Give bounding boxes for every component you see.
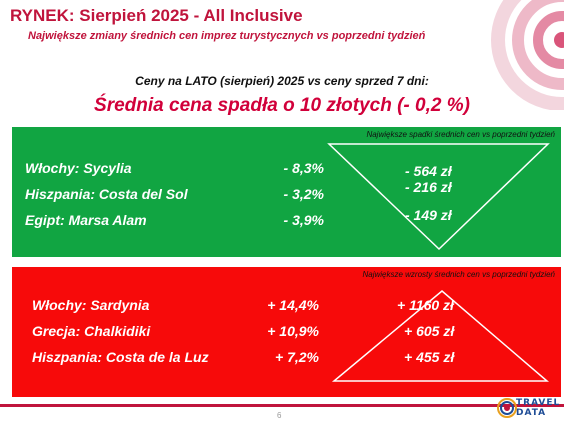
average-change-headline: Średnia cena spadła o 10 złotych (- 0,2 … bbox=[94, 95, 470, 116]
table-row: Hiszpania: Costa de la Luz + 7,2% + 455 … bbox=[12, 349, 561, 369]
destination-label: Włochy: Sardynia bbox=[32, 297, 150, 313]
logo-swirl-icon bbox=[497, 398, 517, 418]
decreases-panel: Największe spadki średnich cen vs poprze… bbox=[12, 127, 561, 257]
amount-change: - 564 zł bbox=[405, 163, 452, 179]
amount-change: - 149 zł bbox=[405, 207, 452, 223]
table-row: Egipt: Marsa Alam - 3,9% - 149 zł bbox=[12, 207, 561, 232]
amount-change: + 605 zł bbox=[404, 323, 455, 339]
table-row: Włochy: Sycylia - 8,3% - 564 zł bbox=[12, 160, 561, 180]
percent-change: + 14,4% bbox=[267, 297, 319, 313]
percent-change: - 3,9% bbox=[283, 212, 324, 228]
increases-note: Największe wzrosty średnich cen vs poprz… bbox=[362, 270, 555, 279]
table-row: Włochy: Sardynia + 14,4% + 1160 zł bbox=[12, 297, 561, 317]
up-triangle-shape bbox=[331, 290, 550, 382]
table-row: Grecja: Chalkidiki + 10,9% + 605 zł bbox=[12, 323, 561, 343]
table-row: Hiszpania: Costa del Sol - 3,2% - 216 zł bbox=[12, 179, 561, 206]
percent-change: - 8,3% bbox=[283, 160, 324, 176]
amount-change: + 1160 zł bbox=[397, 297, 454, 313]
percent-change: - 3,2% bbox=[283, 186, 324, 202]
destination-label: Hiszpania: Costa de la Luz bbox=[32, 349, 209, 365]
page-subtitle: Największe zmiany średnich cen imprez tu… bbox=[28, 30, 426, 42]
travel-data-logo: TRAVEL DATA bbox=[496, 394, 562, 422]
destination-label: Egipt: Marsa Alam bbox=[25, 212, 147, 228]
destination-label: Hiszpania: Costa del Sol bbox=[25, 186, 188, 202]
intro-line: Ceny na LATO (sierpień) 2025 vs ceny spr… bbox=[135, 74, 429, 88]
amount-change: + 455 zł bbox=[404, 349, 455, 365]
decorative-circles bbox=[491, 0, 564, 110]
destination-label: Grecja: Chalkidiki bbox=[32, 323, 151, 339]
destination-label: Włochy: Sycylia bbox=[25, 160, 132, 176]
page-title: RYNEK: Sierpień 2025 - All Inclusive bbox=[10, 6, 303, 25]
percent-change: + 7,2% bbox=[275, 349, 319, 365]
amount-change: - 216 zł bbox=[405, 179, 452, 195]
increases-panel: Największe wzrosty średnich cen vs poprz… bbox=[12, 267, 561, 397]
down-triangle-shape bbox=[327, 143, 550, 251]
footer-divider bbox=[0, 404, 564, 407]
decreases-note: Największe spadki średnich cen vs poprze… bbox=[366, 130, 555, 139]
page-number: 6 bbox=[277, 411, 282, 420]
percent-change: + 10,9% bbox=[267, 323, 319, 339]
logo-wordmark: TRAVEL DATA bbox=[516, 398, 561, 418]
